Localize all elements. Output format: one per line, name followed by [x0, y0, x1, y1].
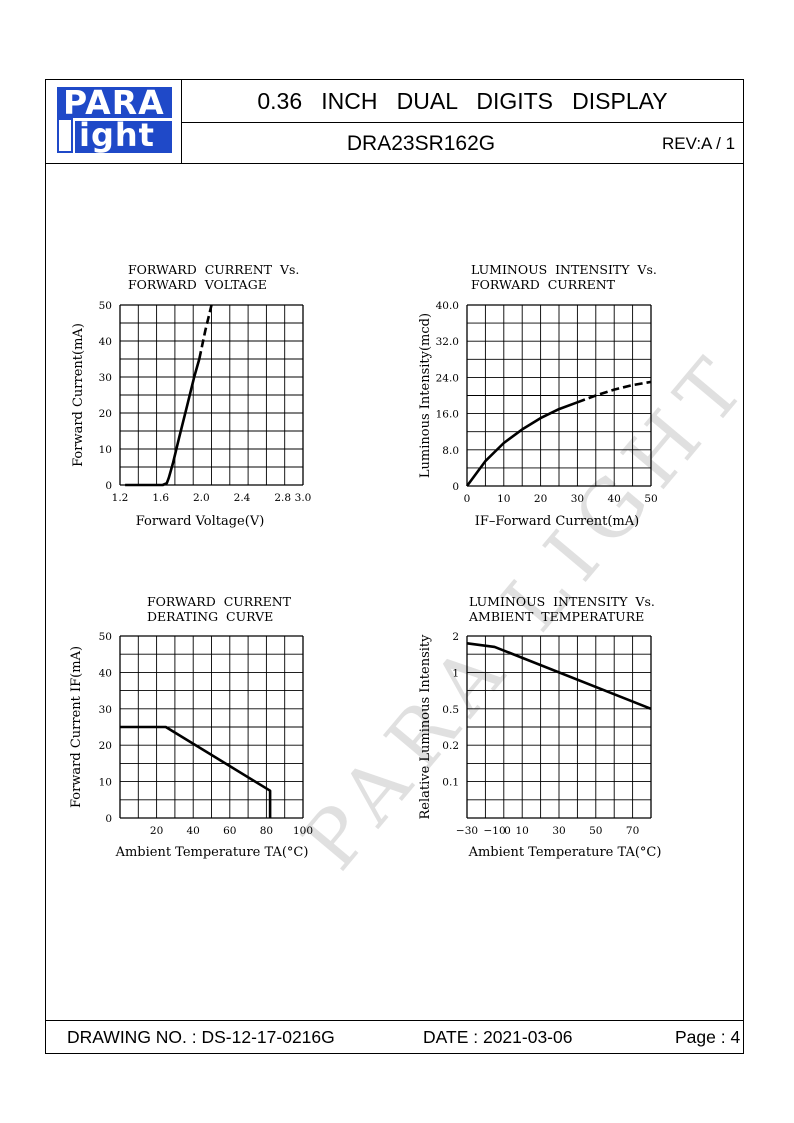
- logo-top-text: PARA: [63, 83, 165, 122]
- document-date: DATE : 2021-03-06: [423, 1027, 573, 1047]
- y-tick-label: 0.1: [442, 777, 459, 789]
- y-tick-label: 1: [452, 667, 459, 679]
- x-tick-label: 1.2: [112, 492, 129, 504]
- chart-title-line: FORWARD VOLTAGE: [128, 277, 267, 292]
- x-tick-label: 40: [608, 493, 621, 505]
- document-title: 0.36 INCH DUAL DIGITS DISPLAY: [257, 88, 668, 114]
- revision: REV:A / 1: [662, 134, 736, 153]
- series-line: [576, 380, 652, 404]
- chart-title-line: LUMINOUS INTENSITY Vs.: [471, 262, 657, 277]
- x-tick-label: 30: [571, 493, 584, 505]
- x-tick-label: 50: [589, 825, 602, 837]
- x-tick-label: −10: [484, 825, 506, 837]
- y-tick-label: 40: [99, 336, 112, 348]
- y-tick-label: 2: [452, 631, 459, 643]
- x-tick-label: 0: [504, 825, 511, 837]
- x-tick-label: 80: [260, 825, 273, 837]
- x-tick-label: 20: [534, 493, 547, 505]
- series-line: [125, 358, 201, 487]
- y-axis-label: Forward Current(mA): [71, 323, 86, 467]
- chart-title-line: DERATING CURVE: [147, 609, 273, 624]
- x-axis-label: Ambient Temperature TA(°C): [115, 845, 309, 860]
- y-tick-label: 10: [99, 777, 112, 789]
- y-tick-label: 32.0: [436, 336, 459, 348]
- x-tick-label: −30: [456, 825, 478, 837]
- x-tick-label: 0: [464, 493, 471, 505]
- x-tick-label: 3.0: [295, 492, 312, 504]
- y-axis-label: Relative Luminous Intensity: [418, 634, 433, 820]
- y-tick-label: 50: [99, 300, 112, 312]
- y-tick-label: 10: [99, 444, 112, 456]
- y-axis-label: Luminous Intensity(mcd): [418, 313, 433, 478]
- chart-title-line: FORWARD CURRENT: [147, 594, 292, 609]
- logo-bottom-text: ight: [79, 116, 155, 154]
- y-tick-label: 30: [99, 704, 112, 716]
- y-tick-label: 16.0: [436, 409, 459, 421]
- chart-title-line: AMBIENT TEMPERATURE: [468, 609, 644, 624]
- header-divider-vertical: [181, 79, 182, 164]
- x-tick-label: 30: [552, 825, 565, 837]
- part-number: DRA23SR162G: [346, 132, 496, 155]
- y-tick-label: 0.5: [442, 704, 459, 716]
- chart-title-line: FORWARD CURRENT Vs.: [128, 262, 299, 277]
- x-tick-label: 10: [497, 493, 510, 505]
- x-tick-label: 1.6: [152, 492, 169, 504]
- y-tick-label: 0: [105, 813, 112, 825]
- y-tick-label: 0: [452, 481, 459, 493]
- header-divider-bottom: [45, 163, 744, 164]
- y-axis-label: Forward Current IF(mA): [69, 646, 84, 808]
- y-tick-label: 0.2: [442, 740, 459, 752]
- x-axis-label: Ambient Temperature TA(°C): [468, 845, 662, 860]
- x-tick-label: 10: [516, 825, 529, 837]
- y-tick-label: 40.0: [436, 300, 459, 312]
- series-line: [466, 642, 652, 711]
- y-tick-label: 8.0: [442, 445, 459, 457]
- series-line: [198, 304, 213, 360]
- page-frame: [45, 79, 744, 1054]
- x-axis-label: Forward Voltage(V): [136, 514, 265, 529]
- chart-title-line: LUMINOUS INTENSITY Vs.: [469, 594, 655, 609]
- footer-divider: [45, 1020, 744, 1021]
- x-tick-label: 60: [223, 825, 236, 837]
- x-tick-label: 40: [187, 825, 200, 837]
- x-tick-label: 2.4: [234, 492, 251, 504]
- x-tick-label: 2.8: [274, 492, 291, 504]
- y-tick-label: 20: [99, 740, 112, 752]
- y-tick-label: 40: [99, 667, 112, 679]
- series-line: [120, 725, 272, 818]
- y-tick-label: 20: [99, 408, 112, 420]
- para-light-logo: PARA ight: [57, 83, 172, 154]
- y-tick-label: 50: [99, 631, 112, 643]
- x-tick-label: 50: [644, 493, 657, 505]
- y-tick-label: 0: [105, 480, 112, 492]
- chart-title-line: FORWARD CURRENT: [471, 277, 616, 292]
- logo-l-mark: [57, 118, 73, 153]
- y-tick-label: 24.0: [436, 372, 459, 384]
- x-tick-label: 100: [293, 825, 313, 837]
- page-number: Page : 4: [675, 1027, 741, 1047]
- series-line: [465, 401, 578, 487]
- x-tick-label: 70: [626, 825, 639, 837]
- header-divider-middle: [181, 122, 744, 123]
- drawing-number: DRAWING NO. : DS-12-17-0216G: [67, 1027, 335, 1047]
- x-axis-label: IF–Forward Current(mA): [475, 514, 639, 529]
- x-tick-label: 20: [150, 825, 163, 837]
- x-tick-label: 2.0: [193, 492, 210, 504]
- y-tick-label: 30: [99, 372, 112, 384]
